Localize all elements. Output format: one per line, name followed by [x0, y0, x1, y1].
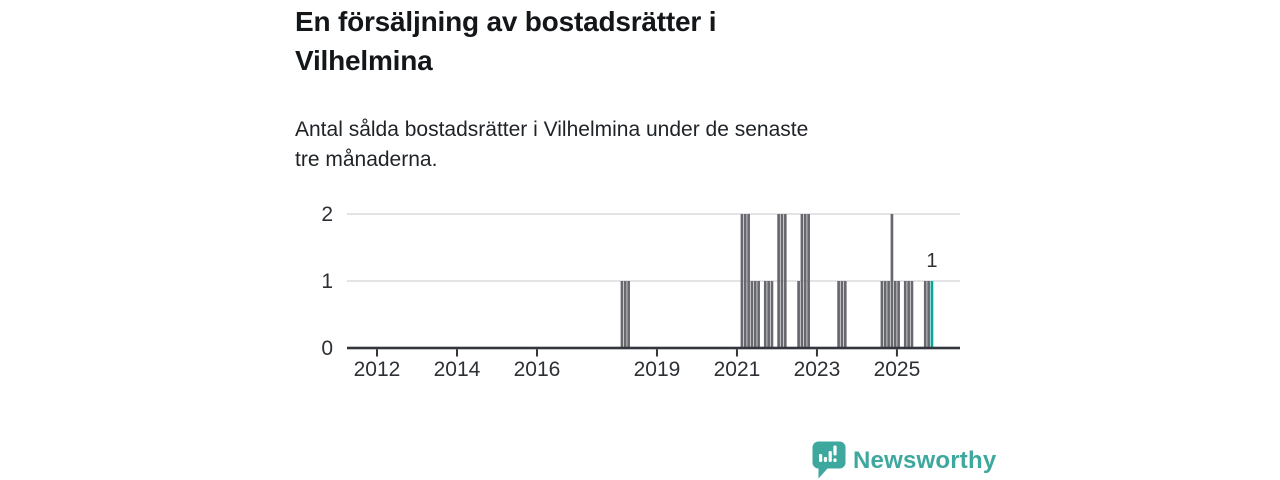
brand-footer: Newsworthy: [812, 441, 996, 479]
bar-highlighted: [930, 281, 934, 348]
bar: [880, 281, 884, 348]
logo-bar-2: [823, 457, 827, 462]
bar: [797, 281, 800, 348]
x-axis-label: 2025: [874, 358, 921, 381]
chart-subtitle: Antal sålda bostadsrätter i Vilhelmina u…: [295, 115, 808, 175]
bar: [923, 281, 927, 348]
bar: [800, 214, 804, 348]
logo-bar-3: [828, 451, 832, 462]
newsworthy-logo-icon: [812, 441, 846, 479]
bar: [907, 281, 910, 348]
bar: [887, 281, 890, 348]
chart-subtitle-line1: Antal sålda bostadsrätter i Vilhelmina u…: [295, 118, 809, 141]
bar: [743, 214, 747, 348]
chart-title: En försäljning av bostadsrätter i Vilhel…: [295, 2, 716, 80]
x-axis-label: 2014: [434, 358, 481, 381]
x-axis-line: [347, 346, 960, 350]
bar: [777, 214, 780, 348]
bar: [903, 281, 907, 348]
x-axis-label: 2016: [514, 358, 561, 381]
bar: [783, 214, 787, 348]
x-axis-label: 2019: [634, 358, 681, 381]
bar: [740, 214, 744, 348]
bar: [890, 214, 894, 348]
bar: [837, 281, 840, 348]
bar: [840, 281, 844, 348]
bar: [883, 281, 887, 348]
y-axis-label: 0: [321, 337, 333, 360]
bar: [893, 281, 897, 348]
bar: [763, 281, 767, 348]
bar: [767, 281, 770, 348]
logo-exclamation-bar: [833, 445, 837, 456]
bar: [897, 281, 900, 348]
chart-title-line2: Vilhelmina: [295, 45, 433, 76]
y-axis-label: 2: [321, 203, 333, 226]
bar: [770, 281, 774, 348]
bar: [843, 281, 847, 348]
bar: [623, 281, 627, 348]
bar: [620, 281, 624, 348]
chart-title-line1: En försäljning av bostadsrätter i: [295, 6, 717, 37]
bar: [927, 281, 930, 348]
bar: [807, 214, 810, 348]
bar: [747, 214, 750, 348]
x-axis-label: 2012: [354, 358, 401, 381]
chart-subtitle-line2: tre månaderna.: [295, 148, 438, 171]
brand-name: Newsworthy: [853, 446, 997, 474]
bar: [803, 214, 807, 348]
x-axis-label: 2021: [714, 358, 761, 381]
bar: [910, 281, 914, 348]
bar: [780, 214, 784, 348]
bar: [757, 281, 760, 348]
bar: [753, 281, 757, 348]
logo-bar-1: [819, 454, 823, 462]
bar: [750, 281, 754, 348]
last-bar-value-label: 1: [926, 250, 937, 272]
x-axis-label: 2023: [794, 358, 841, 381]
bar: [627, 281, 630, 348]
y-axis-label: 1: [321, 270, 333, 293]
logo-exclamation-dot: [833, 458, 837, 462]
